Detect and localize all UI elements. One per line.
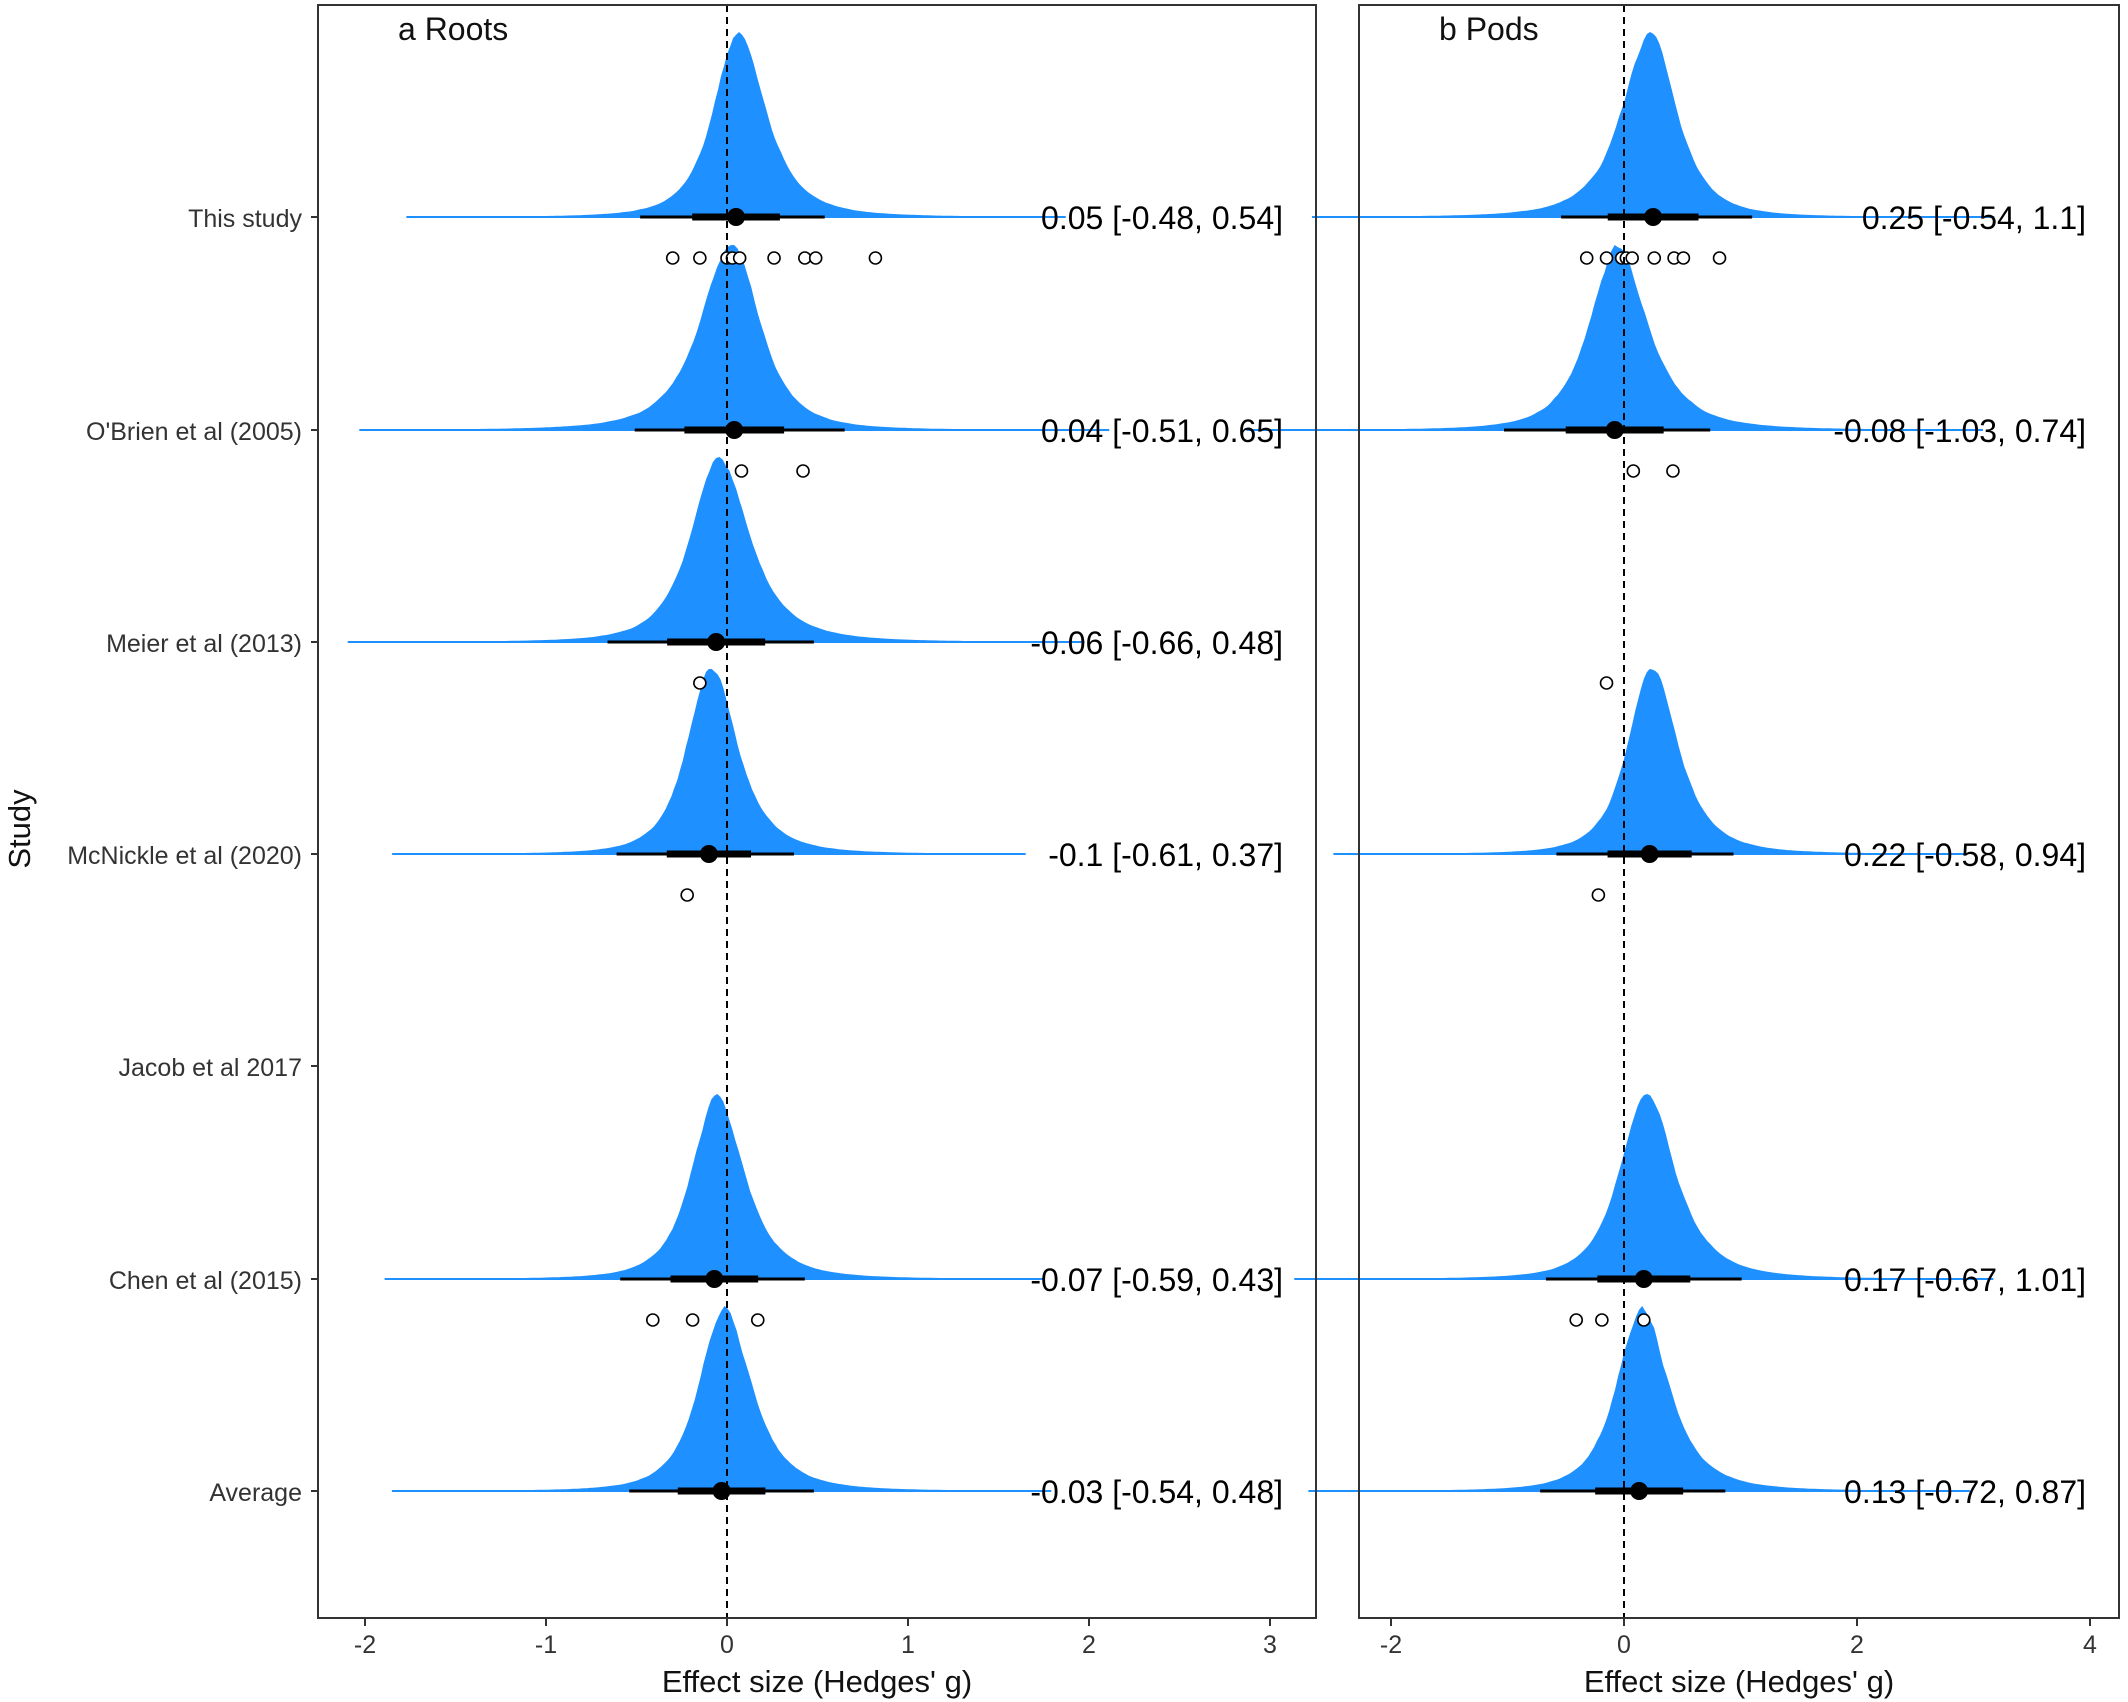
- posterior-mean-point: [699, 845, 718, 863]
- observation-point: [680, 888, 694, 902]
- observation-point: [1676, 251, 1691, 265]
- observation-point: [1595, 1313, 1609, 1327]
- overlay-layer: 0.05 [-0.48, 0.54] 0.04 [-0.51, 0.65] -0.0…: [607, 5, 2086, 1618]
- panel-frame: [317, 4, 1317, 1619]
- observation-point: [1666, 464, 1680, 478]
- density-curve: [347, 457, 1085, 642]
- x-tick-label: 2: [1082, 1631, 1096, 1659]
- observation-point: [796, 464, 810, 478]
- observation-point: [1637, 1313, 1651, 1327]
- panel-frames: This study O'Brien et al (2005) Meier et a…: [67, 4, 2120, 1699]
- y-tick-label: Chen et al (2015): [109, 1267, 302, 1295]
- panel-title: a Roots: [398, 11, 508, 47]
- observation-point: [767, 251, 781, 265]
- x-tick-label: -2: [1380, 1631, 1402, 1659]
- x-tick-label: 0: [720, 1631, 734, 1659]
- observation-point: [1626, 464, 1641, 478]
- observation-point: [1625, 251, 1639, 265]
- observation-point: [1599, 251, 1614, 265]
- y-tick-label: Meier et al (2013): [106, 630, 302, 658]
- estimate-label: 0.04 [-0.51, 0.65]: [1041, 413, 1283, 449]
- observation-point: [750, 1313, 765, 1327]
- estimate-label: 0.22 [-0.58, 0.94]: [1844, 837, 2086, 873]
- panel-title: b Pods: [1439, 11, 1539, 47]
- observation-point: [1569, 1313, 1584, 1327]
- estimate-label: 0.13 [-0.72, 0.87]: [1844, 1474, 2086, 1510]
- x-axis-title: Effect size (Hedges' g): [1584, 1664, 1894, 1699]
- y-tick-label: O'Brien et al (2005): [86, 418, 302, 446]
- posterior-mean-point: [1630, 1482, 1649, 1500]
- estimate-label: -0.1 [-0.61, 0.37]: [1048, 837, 1283, 873]
- posterior-mean-point: [1605, 421, 1624, 439]
- estimate-label: -0.08 [-1.03, 0.74]: [1833, 413, 2086, 449]
- estimate-label: -0.06 [-0.66, 0.48]: [1030, 625, 1283, 661]
- x-tick-label: 3: [1263, 1631, 1277, 1659]
- observation-point: [808, 251, 823, 265]
- posterior-mean-point: [1640, 845, 1659, 863]
- density-curve: [384, 1094, 1044, 1279]
- observation-point: [665, 251, 680, 265]
- density-curve: [1333, 669, 1966, 854]
- estimate-label: 0.25 [-0.54, 1.1]: [1862, 200, 2086, 236]
- density-curve: [1294, 1094, 1994, 1279]
- density-curve: [406, 32, 1066, 217]
- observation-point: [732, 251, 747, 265]
- y-axis-title: Study: [2, 789, 37, 869]
- x-tick-label: 4: [2083, 1631, 2097, 1659]
- observation-point: [1712, 251, 1727, 265]
- y-tick-label: McNickle et al (2020): [67, 842, 302, 870]
- observation-point: [693, 676, 707, 690]
- posterior-mean-point: [707, 633, 726, 651]
- posterior-mean-point: [725, 421, 744, 439]
- observation-point: [1591, 888, 1606, 902]
- observation-point: [693, 251, 707, 265]
- x-tick-label: -1: [535, 1631, 557, 1659]
- estimate-label: -0.03 [-0.54, 0.48]: [1030, 1474, 1283, 1510]
- density-curve: [1311, 32, 1995, 217]
- observation-point: [1599, 676, 1614, 690]
- x-tick-label: 0: [1617, 1631, 1631, 1659]
- density-curve: [391, 1306, 1052, 1491]
- density-curve: [392, 669, 1026, 854]
- posterior-mean-point: [705, 1270, 724, 1288]
- density-curve: [1246, 245, 1983, 430]
- density-curve: [1308, 1306, 1970, 1491]
- y-tick-label: This study: [188, 205, 302, 233]
- x-tick-label: 1: [901, 1631, 915, 1659]
- observation-point: [868, 251, 883, 265]
- estimate-label: -0.07 [-0.59, 0.43]: [1030, 1262, 1283, 1298]
- x-tick-label: -2: [354, 1631, 376, 1659]
- posterior-mean-point: [1634, 1270, 1653, 1288]
- estimate-label: 0.17 [-0.67, 1.01]: [1844, 1262, 2086, 1298]
- x-axis-title: Effect size (Hedges' g): [662, 1664, 972, 1699]
- posterior-mean-point: [727, 208, 746, 226]
- density-curve: [359, 245, 1110, 430]
- estimate-label: 0.05 [-0.48, 0.54]: [1041, 200, 1283, 236]
- y-tick-label: Average: [209, 1479, 302, 1507]
- observation-point: [1647, 251, 1662, 265]
- x-tick-label: 2: [1850, 1631, 1864, 1659]
- observation-point: [734, 464, 749, 478]
- panel-frame: [1358, 4, 2120, 1619]
- observation-point: [685, 1313, 700, 1327]
- observation-point: [1579, 251, 1594, 265]
- observation-point: [645, 1313, 660, 1327]
- posterior-mean-point: [1644, 208, 1663, 226]
- y-tick-label: Jacob et al 2017: [119, 1054, 302, 1082]
